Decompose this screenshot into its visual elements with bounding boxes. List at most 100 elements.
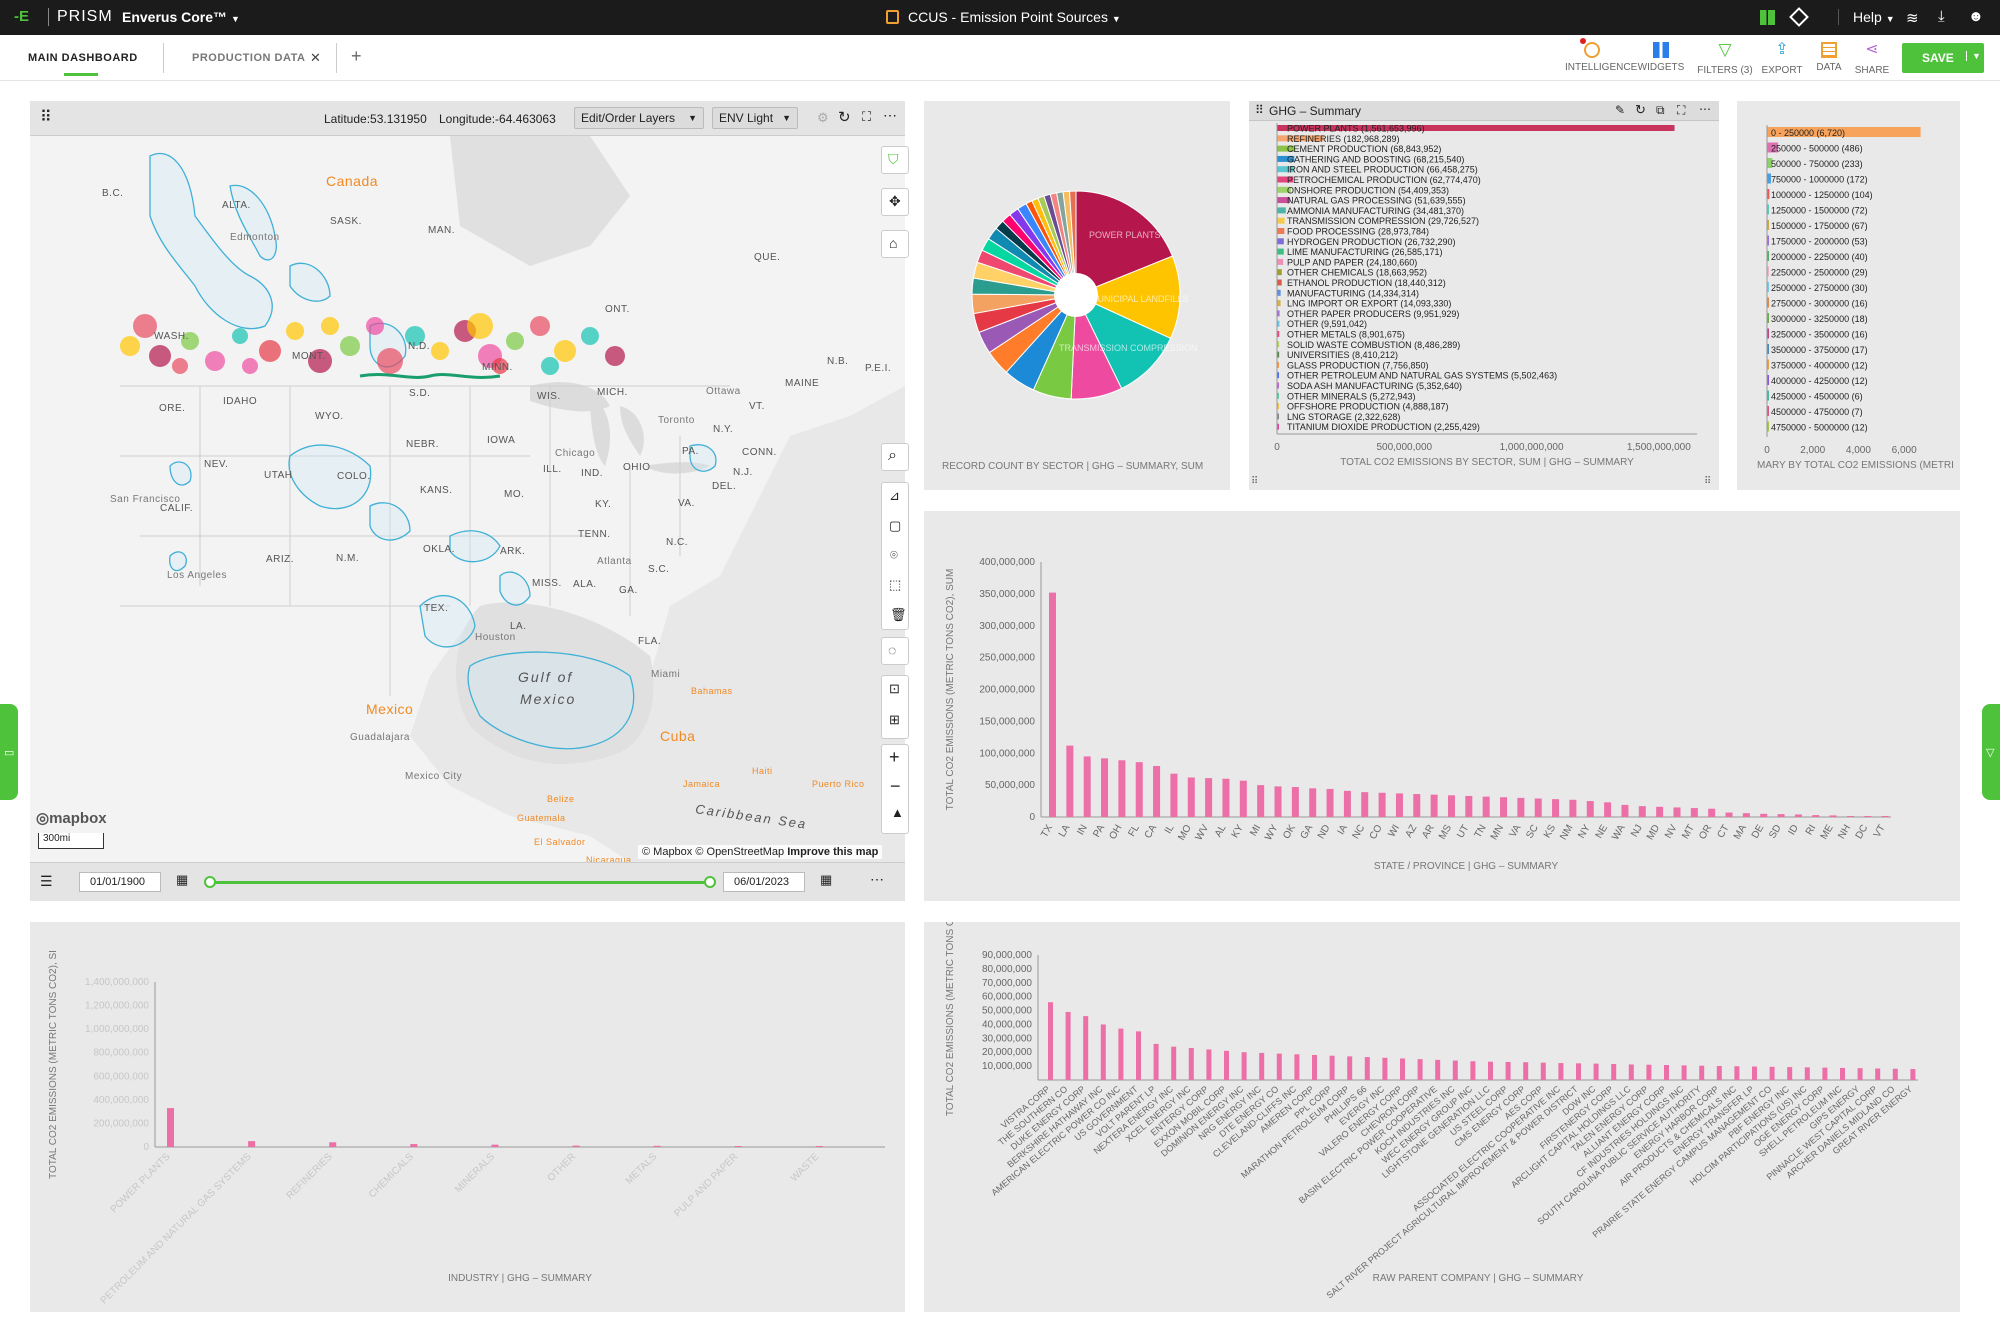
bar — [1118, 760, 1126, 817]
map-search-button[interactable]: ⌕ — [881, 443, 909, 471]
range-bar-label: 3250000 - 3500000 (16) — [1771, 330, 1868, 340]
fullscreen-icon[interactable]: ⛶ — [1677, 103, 1686, 117]
compass-icon[interactable]: ▲ — [891, 805, 904, 820]
more-icon[interactable]: ⋯ — [883, 107, 897, 123]
tab-main-dashboard[interactable]: MAIN DASHBOARD — [28, 52, 138, 64]
refresh-icon[interactable]: ↻ — [838, 109, 851, 126]
more-icon[interactable]: ⋯ — [870, 871, 884, 887]
help-menu[interactable]: Help ▼ — [1838, 9, 1895, 25]
save-dropdown-chevron-icon[interactable]: ▼ — [1966, 51, 1981, 61]
dashboard-grid-icon[interactable] — [1760, 10, 1775, 25]
bar — [1083, 756, 1091, 817]
map-label-wis: WIS. — [537, 391, 561, 402]
sector-bar-label: HYDROGEN PRODUCTION (26,732,290) — [1287, 237, 1456, 247]
map-satellite-button[interactable]: ✥ — [881, 188, 909, 216]
add-tab-icon[interactable]: + — [351, 46, 362, 66]
calendar-icon[interactable]: ▦ — [820, 872, 833, 887]
close-tab-icon[interactable]: ✕ — [310, 50, 321, 65]
user-icon[interactable]: ☻ — [1968, 8, 1984, 25]
legend-toggle-icon[interactable]: ☰ — [40, 873, 53, 889]
sector-bar-label: PETROCHEMICAL PRODUCTION (62,774,470) — [1287, 175, 1481, 185]
widgets-button[interactable]: WIDGETS — [1634, 39, 1688, 73]
basemap-select[interactable]: ENV Light ▼ — [712, 107, 798, 129]
bar — [1187, 777, 1195, 817]
alert-dot — [1580, 38, 1586, 44]
bar — [1857, 1068, 1863, 1080]
ruler-icon[interactable]: ⊿ — [889, 488, 900, 503]
refresh-icon[interactable]: ↻ — [1635, 102, 1646, 117]
right-filter-drawer-tab[interactable]: ▽ — [1982, 704, 2000, 800]
map-label-san-francisco: San Francisco — [110, 494, 181, 505]
calendar-icon[interactable]: ▦ — [176, 872, 189, 887]
left-drawer-tab[interactable]: ▭ — [0, 704, 18, 800]
map-radius-button[interactable]: ◌ — [881, 637, 909, 665]
sector-bar — [1277, 289, 1281, 296]
map-label-puerto-rico: Puerto Rico — [812, 779, 865, 789]
map-legend-button[interactable]: ⛉ — [881, 146, 909, 174]
chevron-down-icon: ▼ — [230, 14, 240, 24]
data-button[interactable]: DATA — [1803, 39, 1855, 73]
zoom-out-icon[interactable]: − — [890, 776, 901, 796]
range-bar-chart[interactable]: 0 - 250000 (6,720) 250000 - 500000 (486) 5… — [1737, 101, 1960, 490]
sector-bar-label: GLASS PRODUCTION (7,756,850) — [1287, 360, 1429, 370]
fullscreen-icon[interactable]: ⛶ — [862, 109, 872, 124]
edit-layers-button[interactable]: Edit/Order Layers ▼ — [574, 107, 704, 129]
share-button[interactable]: ⋖ SHARE — [1854, 41, 1890, 76]
pin-icon[interactable]: ⌾ — [890, 547, 898, 562]
export-icon: ⇪ — [1775, 41, 1789, 58]
sector-bar-label: AMMONIA MANUFACTURING (34,481,370) — [1287, 206, 1464, 216]
end-date-input[interactable]: 06/01/2023 — [723, 872, 805, 892]
zoom-selection-icon[interactable]: ⊞ — [889, 712, 900, 727]
download-icon[interactable]: ⤓ — [1938, 8, 1945, 25]
sector-bar-chart[interactable]: POWER PLANTS (1,561,653,996)REFINERIES (… — [1249, 121, 1719, 490]
more-icon[interactable]: ⋯ — [1699, 102, 1711, 116]
copy-icon[interactable]: ⧉ — [1656, 103, 1665, 117]
intelligence-button[interactable]: INTELLIGENCE — [1565, 38, 1637, 73]
map-canvas[interactable] — [30, 136, 905, 862]
chevron-down-icon: ▼ — [1885, 14, 1895, 24]
tab-divider — [336, 43, 337, 73]
bar — [1291, 787, 1299, 817]
y-tick-label: 50,000,000 — [985, 780, 1035, 791]
pie-chart[interactable]: POWER PLANTS MUNICIPAL LANDFILLS TRANSMISS… — [924, 101, 1230, 490]
company-bar-chart[interactable]: 10,000,000 20,000,000 30,000,000 40,000,000… — [924, 922, 1960, 1312]
bar — [1716, 1065, 1722, 1080]
date-range-slider[interactable] — [210, 881, 710, 884]
start-date-input[interactable]: 01/01/1900 — [79, 872, 161, 892]
trash-icon[interactable]: 🗑 — [890, 607, 907, 622]
prism-logo[interactable]: PRISM — [48, 8, 113, 26]
x-tick-label: LA — [1057, 823, 1073, 839]
rectangle-select-icon[interactable]: ▢ — [889, 518, 902, 533]
x-tick-label: 0 — [1764, 445, 1770, 456]
x-tick-label: DC — [1854, 823, 1871, 841]
zoom-extent-icon[interactable]: ⊡ — [889, 681, 900, 696]
layers-icon[interactable]: ≋ — [1906, 10, 1919, 27]
range-bar — [1767, 375, 1769, 385]
export-button[interactable]: ⇪ EXPORT — [1761, 41, 1803, 76]
drag-handle-icon[interactable]: ⠿ — [40, 109, 52, 126]
x-tick-label: KY — [1230, 823, 1246, 840]
save-button[interactable]: SAVE ▼ — [1902, 43, 1984, 73]
slider-handle-end[interactable] — [704, 876, 716, 888]
mapbox-logo[interactable]: ◎mapbox — [36, 810, 107, 827]
drag-handle-icon[interactable]: ⠿ — [1255, 103, 1264, 117]
diamond-icon[interactable] — [1789, 7, 1809, 27]
edit-icon[interactable]: ✎ — [1615, 103, 1626, 117]
range-bar — [1767, 406, 1769, 416]
map-label-ont: ONT. — [605, 304, 630, 315]
y-tick-label: 30,000,000 — [982, 1033, 1032, 1044]
mapbox-mark-icon: ◎ — [36, 810, 50, 827]
filters-button[interactable]: ▽ FILTERS (3) — [1697, 40, 1753, 76]
map-3d-button[interactable]: ⌂ — [881, 230, 909, 258]
industry-bar-chart[interactable]: 0 200,000,000 400,000,000 600,000,000 800,00… — [30, 922, 905, 1312]
zoom-in-icon[interactable]: + — [889, 747, 900, 767]
state-bar-chart[interactable]: 0 50,000,000 100,000,000 150,000,000 200,000… — [924, 511, 1960, 901]
product-selector[interactable]: Enverus Core™ ▼ — [122, 9, 240, 25]
improve-map-link[interactable]: Improve this map — [787, 846, 879, 858]
workspace-selector[interactable]: CCUS - Emission Point Sources ▼ — [908, 9, 1121, 25]
polygon-select-icon[interactable]: ⬚ — [889, 577, 902, 592]
tab-production-data[interactable]: PRODUCTION DATA — [192, 52, 306, 64]
settings-icon[interactable]: ⚙ — [817, 110, 829, 125]
enverus-logo-icon[interactable]: -E — [14, 8, 29, 25]
slider-handle-start[interactable] — [204, 876, 216, 888]
